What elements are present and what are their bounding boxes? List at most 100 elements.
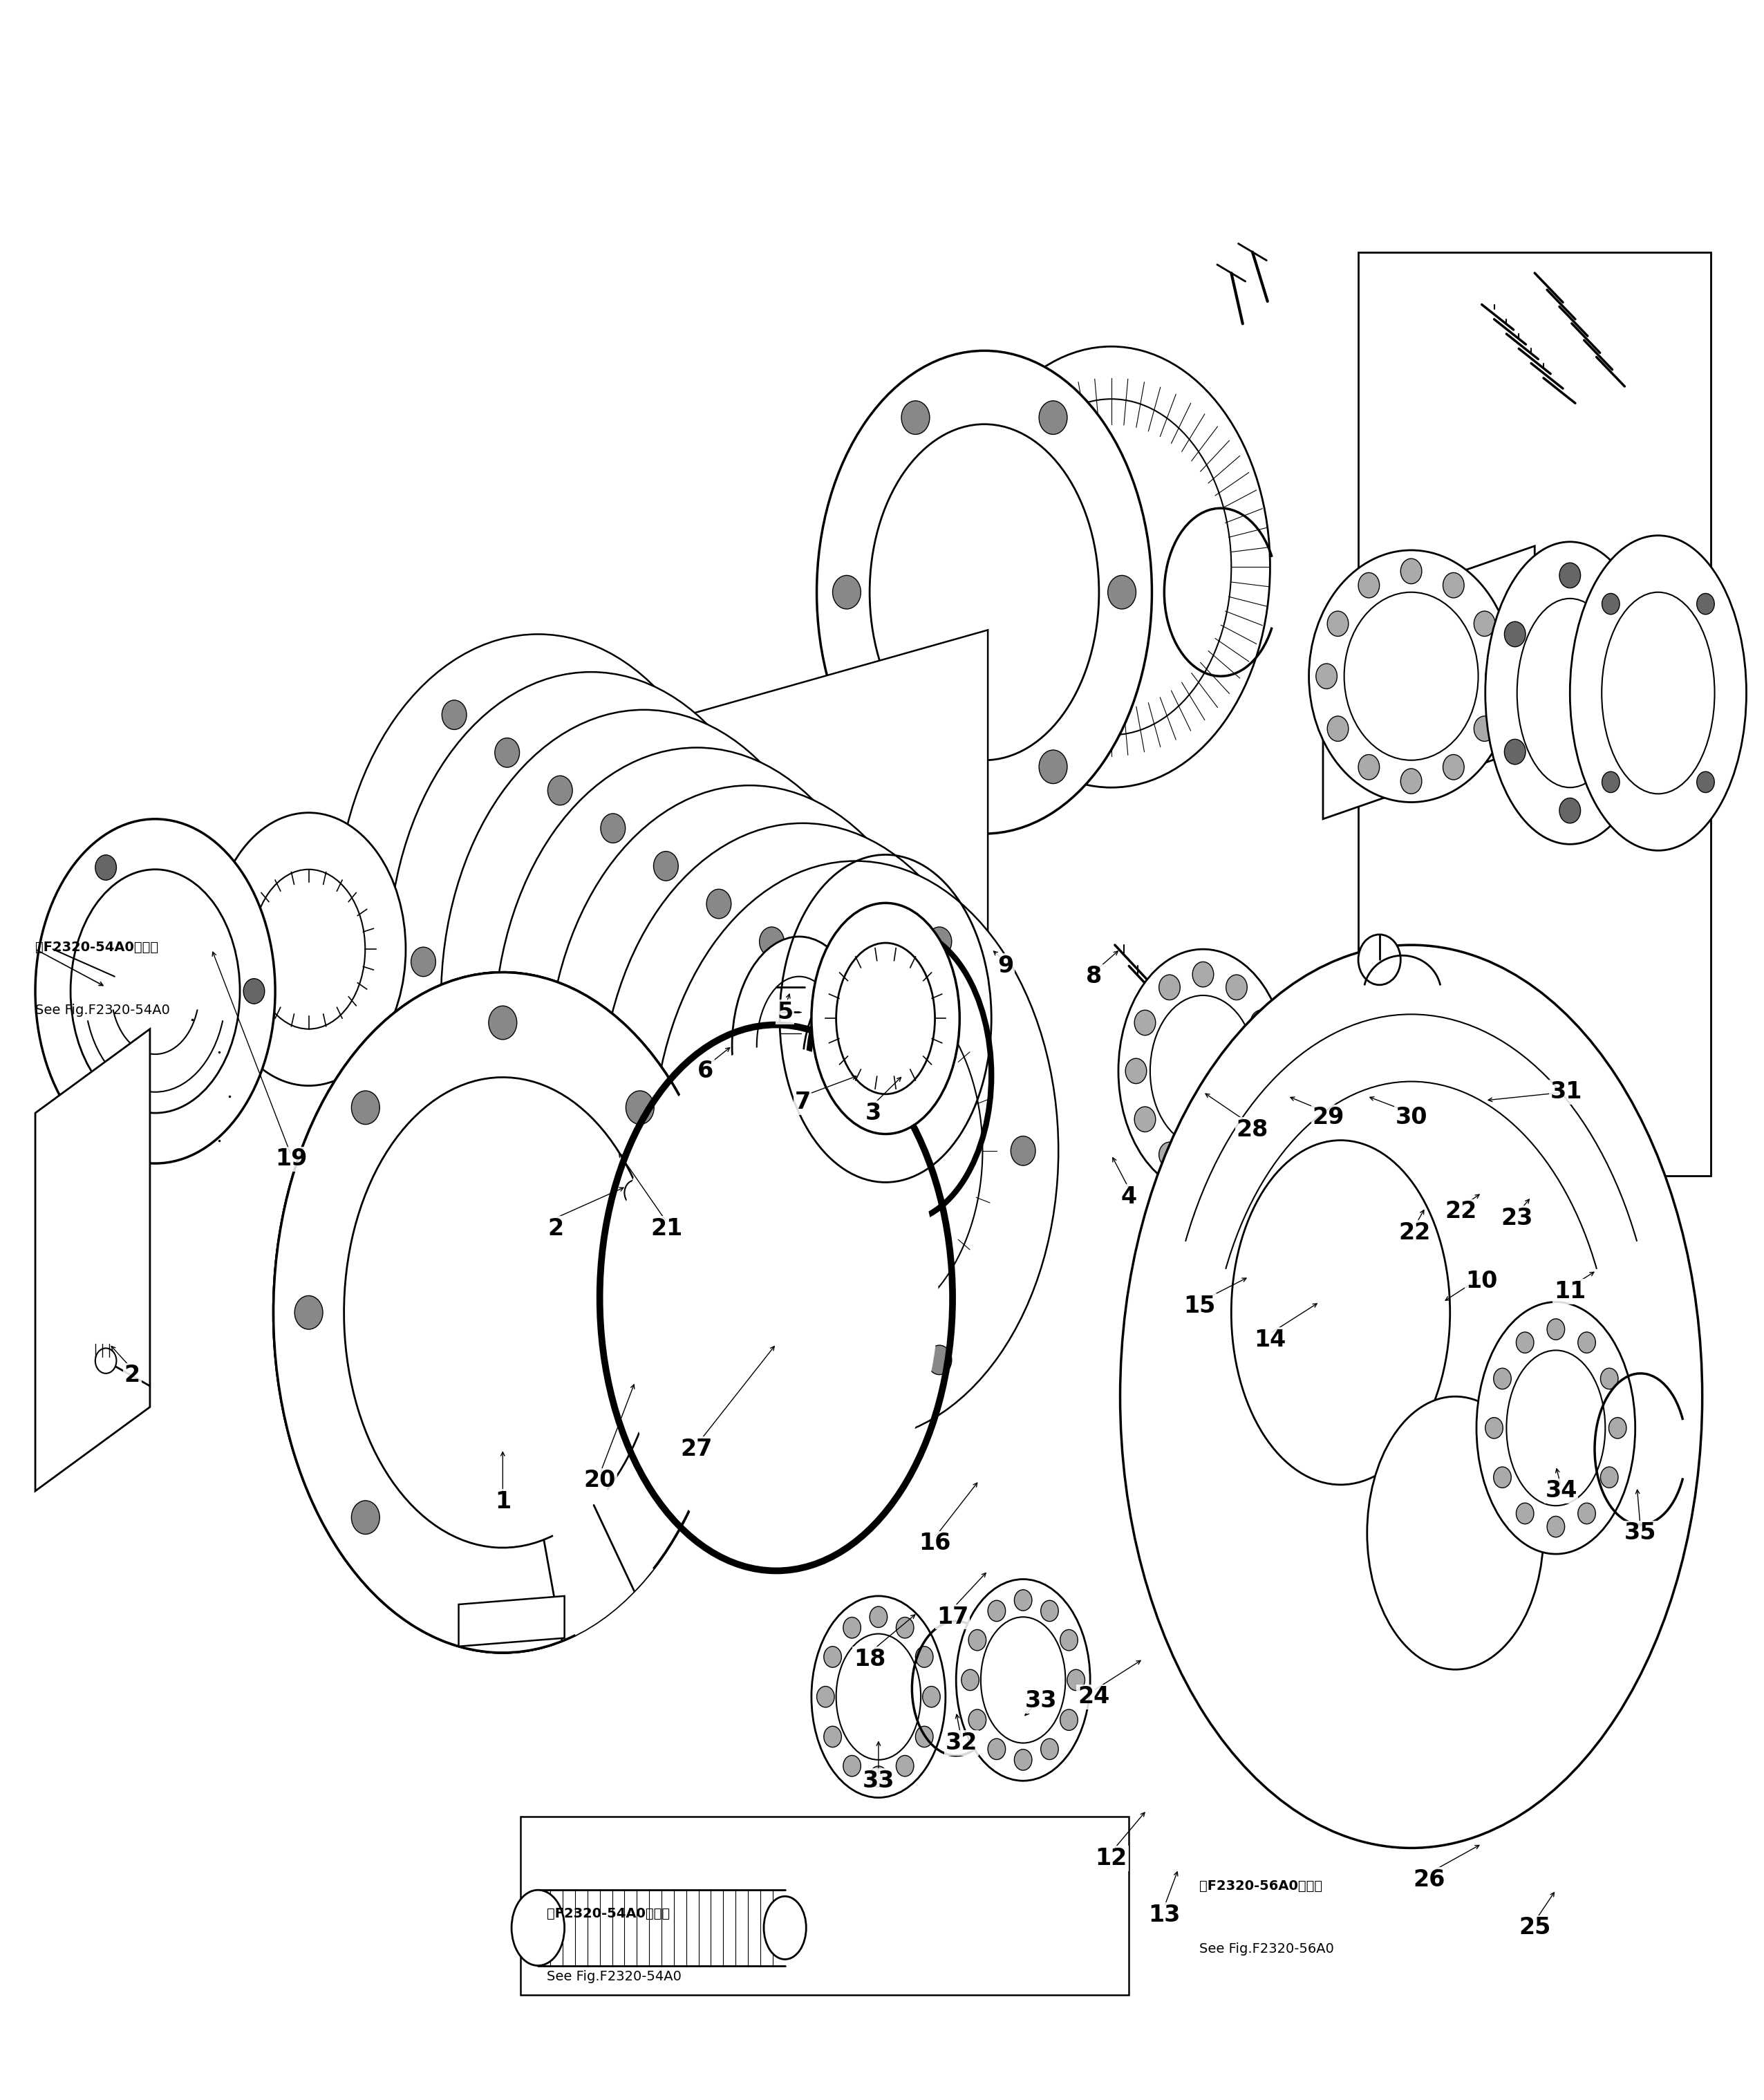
Circle shape: [1327, 611, 1348, 636]
Ellipse shape: [273, 972, 732, 1653]
Circle shape: [662, 1157, 686, 1186]
Text: 5: 5: [776, 1002, 794, 1023]
Text: See Fig.F2320-54A0: See Fig.F2320-54A0: [35, 1004, 169, 1016]
Circle shape: [1401, 559, 1422, 584]
Circle shape: [852, 1023, 877, 1052]
Circle shape: [746, 947, 771, 976]
Text: 32: 32: [946, 1732, 977, 1754]
Ellipse shape: [1256, 1035, 1319, 1132]
Circle shape: [517, 1023, 542, 1052]
Text: 15: 15: [1184, 1296, 1215, 1317]
Text: 2: 2: [547, 1218, 564, 1239]
Circle shape: [547, 1195, 572, 1224]
Circle shape: [1408, 1082, 1425, 1102]
Circle shape: [411, 947, 436, 976]
Circle shape: [1577, 1331, 1595, 1352]
Polygon shape: [35, 1029, 150, 1491]
Ellipse shape: [676, 932, 930, 1294]
Text: 22: 22: [1399, 1222, 1431, 1243]
Text: 25: 25: [1519, 1917, 1551, 1938]
Circle shape: [623, 1098, 647, 1128]
Circle shape: [653, 1270, 677, 1300]
Circle shape: [843, 1617, 861, 1638]
Circle shape: [1358, 754, 1379, 779]
Circle shape: [693, 909, 718, 939]
Circle shape: [1226, 974, 1247, 1000]
Circle shape: [547, 775, 572, 804]
Ellipse shape: [388, 672, 794, 1252]
Circle shape: [759, 1346, 783, 1376]
Circle shape: [988, 1739, 1005, 1760]
Ellipse shape: [956, 1579, 1090, 1781]
Circle shape: [653, 851, 677, 880]
Circle shape: [1041, 1739, 1058, 1760]
Ellipse shape: [811, 1596, 946, 1798]
Circle shape: [1358, 935, 1401, 985]
Ellipse shape: [1517, 598, 1623, 788]
Circle shape: [1505, 739, 1526, 764]
Circle shape: [822, 1270, 847, 1300]
Circle shape: [1559, 563, 1581, 588]
Circle shape: [600, 813, 626, 842]
Circle shape: [1316, 664, 1337, 689]
Ellipse shape: [757, 976, 841, 1115]
Ellipse shape: [494, 748, 900, 1327]
Text: 34: 34: [1545, 1480, 1577, 1502]
Text: 10: 10: [1466, 1270, 1498, 1292]
Ellipse shape: [411, 743, 665, 1105]
Circle shape: [767, 1233, 794, 1262]
Circle shape: [1125, 1058, 1147, 1084]
Circle shape: [1159, 1142, 1180, 1168]
Ellipse shape: [441, 710, 847, 1289]
Circle shape: [833, 575, 861, 609]
Ellipse shape: [817, 351, 1152, 834]
Circle shape: [896, 1756, 914, 1777]
Ellipse shape: [517, 819, 771, 1180]
Circle shape: [1494, 1369, 1512, 1390]
Circle shape: [822, 851, 847, 880]
Text: 6: 6: [697, 1060, 714, 1082]
Ellipse shape: [212, 813, 406, 1086]
Ellipse shape: [600, 823, 1005, 1403]
Circle shape: [1159, 974, 1180, 1000]
Circle shape: [1134, 1010, 1155, 1035]
Circle shape: [1060, 1709, 1078, 1730]
Circle shape: [1349, 1168, 1367, 1189]
Ellipse shape: [252, 869, 365, 1029]
Circle shape: [95, 1102, 116, 1128]
Ellipse shape: [1150, 995, 1256, 1147]
Circle shape: [624, 1180, 646, 1205]
Text: 4: 4: [1120, 1186, 1138, 1208]
Text: 3: 3: [864, 1102, 882, 1124]
Circle shape: [1559, 798, 1581, 823]
Circle shape: [968, 1630, 986, 1651]
Circle shape: [1039, 750, 1067, 783]
Circle shape: [600, 1233, 626, 1262]
Ellipse shape: [1256, 1258, 1284, 1283]
Circle shape: [1108, 575, 1136, 609]
Circle shape: [1291, 1082, 1309, 1102]
Polygon shape: [467, 630, 988, 1197]
Text: 8: 8: [1085, 966, 1102, 987]
Circle shape: [1505, 622, 1526, 647]
Ellipse shape: [1570, 536, 1746, 851]
Circle shape: [626, 1090, 654, 1124]
Circle shape: [706, 888, 732, 918]
Circle shape: [916, 1726, 933, 1747]
Circle shape: [1600, 1369, 1618, 1390]
Text: 1: 1: [494, 1491, 512, 1512]
Ellipse shape: [1312, 1025, 1404, 1159]
Circle shape: [609, 1119, 635, 1149]
Text: 18: 18: [854, 1648, 886, 1670]
Circle shape: [1251, 1010, 1272, 1035]
Circle shape: [1547, 1319, 1565, 1340]
Circle shape: [916, 1646, 933, 1667]
Circle shape: [1515, 1504, 1535, 1525]
Circle shape: [926, 1346, 953, 1376]
Circle shape: [1401, 1126, 1418, 1147]
Circle shape: [464, 985, 489, 1014]
Text: 35: 35: [1625, 1522, 1656, 1544]
Circle shape: [1697, 594, 1715, 615]
Text: 20: 20: [584, 1470, 616, 1491]
Ellipse shape: [273, 972, 732, 1653]
